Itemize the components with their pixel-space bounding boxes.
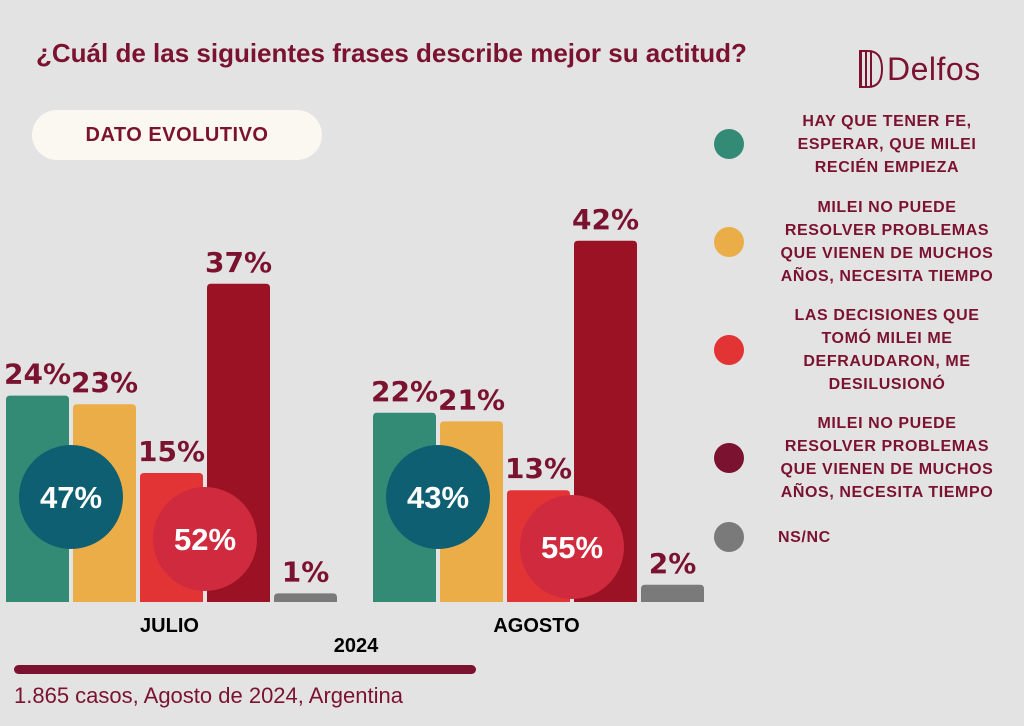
bar [641, 584, 704, 602]
x-tick-label: AGOSTO [493, 615, 579, 637]
legend-dot-red [714, 335, 744, 365]
bar-value-label: 37% [205, 246, 272, 279]
legend-item-tiempo: MILEI NO PUEDE RESOLVER PROBLEMAS QUE VI… [700, 194, 1024, 290]
legend-label: LAS DECISIONES QUE TOMÓ MILEI ME DEFRAUD… [794, 307, 980, 393]
bar-value-label: 23% [71, 366, 138, 399]
total-circle-label: 43% [407, 480, 469, 515]
legend-label: HAY QUE TENER FE, ESPERAR, QUE MILEI REC… [797, 112, 977, 176]
footer-divider [14, 665, 476, 674]
total-circle [19, 445, 123, 549]
year-label: 2024 [334, 635, 379, 657]
legend-label: MILEI NO PUEDE RESOLVER PROBLEMAS QUE VI… [780, 199, 994, 285]
total-circle [520, 495, 624, 599]
footer-source: 1.865 casos, Agosto de 2024, Argentina [14, 683, 403, 708]
total-circle [386, 445, 490, 549]
legend-label: NS/NC [778, 528, 831, 546]
page-title: ¿Cuál de las siguientes frases describe … [36, 38, 747, 68]
bar [274, 593, 337, 602]
dato-evolutivo-badge: DATO EVOLUTIVO [32, 110, 322, 160]
legend-item-tiempo-2: MILEI NO PUEDE RESOLVER PROBLEMAS QUE VI… [700, 410, 1024, 506]
bar-value-label: 42% [572, 203, 639, 236]
bar-value-label: 21% [438, 383, 505, 416]
bar-value-label: 1% [282, 555, 330, 588]
bar-value-label: 2% [649, 547, 697, 580]
total-circle-label: 55% [541, 530, 603, 565]
x-tick-label: JULIO [140, 615, 199, 637]
total-circle-label: 52% [174, 522, 236, 557]
legend-dot-gold [714, 227, 744, 257]
legend-item-fe: HAY QUE TENER FE, ESPERAR, QUE MILEI REC… [700, 108, 1024, 180]
bar-value-label: 22% [371, 375, 438, 408]
total-circle [153, 487, 257, 591]
legend-item-nsnc: NS/NC [700, 522, 1024, 552]
brand-name: Delfos [887, 50, 981, 87]
legend-label: MILEI NO PUEDE RESOLVER PROBLEMAS QUE VI… [780, 415, 994, 501]
bar-value-label: 13% [505, 452, 572, 485]
legend-dot-maroon [714, 443, 744, 473]
delfos-logo: Delfos [858, 46, 981, 92]
legend-dot-gray [714, 522, 744, 552]
legend-item-defraudaron: LAS DECISIONES QUE TOMÓ MILEI ME DEFRAUD… [700, 302, 1024, 398]
bar-value-label: 24% [4, 358, 71, 391]
bar-value-label: 15% [138, 435, 205, 468]
total-circle-label: 47% [40, 480, 102, 515]
delfos-logo-icon [859, 50, 884, 88]
legend-dot-teal [714, 129, 744, 159]
